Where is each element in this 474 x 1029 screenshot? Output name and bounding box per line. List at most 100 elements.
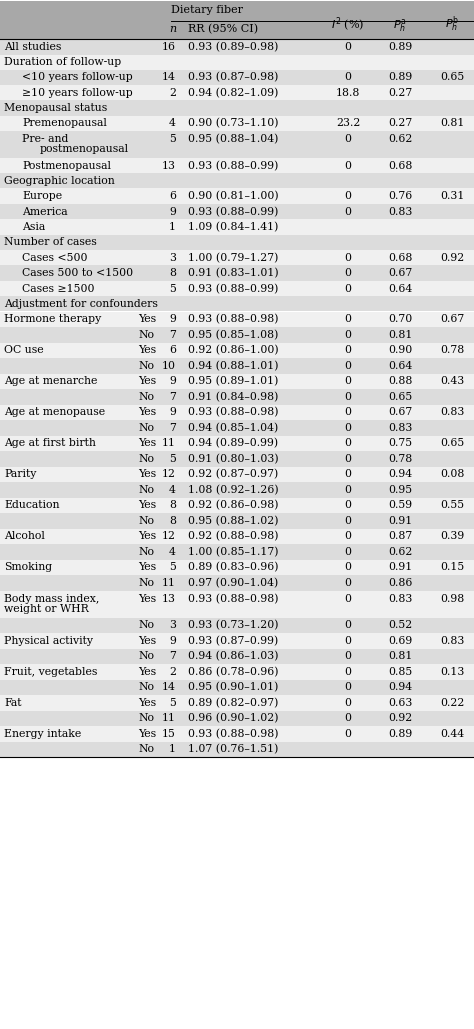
Text: 0.93 (0.88–0.99): 0.93 (0.88–0.99): [188, 161, 278, 171]
Bar: [0, 235, 474, 250]
Text: 11: 11: [162, 577, 176, 588]
Text: No: No: [138, 620, 154, 630]
Text: Fruit, vegetables: Fruit, vegetables: [4, 667, 97, 677]
Text: 0.31: 0.31: [440, 191, 464, 202]
Text: 0.87: 0.87: [388, 531, 412, 541]
Text: 0.89: 0.89: [388, 729, 412, 739]
Text: 0.93 (0.73–1.20): 0.93 (0.73–1.20): [188, 620, 279, 631]
Text: 0.62: 0.62: [388, 134, 412, 144]
Text: Yes: Yes: [138, 729, 156, 739]
Text: 0: 0: [345, 500, 352, 510]
Bar: [0, 435, 474, 451]
Text: 0.91: 0.91: [388, 516, 412, 526]
Text: 7: 7: [169, 329, 176, 340]
Bar: [0, 250, 474, 265]
Bar: [0, 529, 474, 544]
Text: 8: 8: [169, 269, 176, 278]
Text: 0: 0: [345, 438, 352, 449]
Text: No: No: [138, 361, 154, 370]
Text: Yes: Yes: [138, 636, 156, 646]
Bar: [0, 131, 474, 158]
Text: 0.94 (0.85–1.04): 0.94 (0.85–1.04): [188, 423, 278, 433]
Text: 0.65: 0.65: [388, 392, 412, 401]
Text: 0: 0: [345, 161, 352, 171]
Text: 7: 7: [169, 392, 176, 401]
Bar: [0, 358, 474, 374]
Text: 0: 0: [345, 329, 352, 340]
Text: 0.59: 0.59: [388, 500, 412, 510]
Text: 0: 0: [345, 454, 352, 464]
Bar: [0, 101, 474, 115]
Text: 0: 0: [345, 346, 352, 355]
Bar: [0, 55, 474, 70]
Text: 0.92: 0.92: [440, 253, 464, 262]
Text: 0: 0: [345, 392, 352, 401]
Text: 9: 9: [169, 377, 176, 386]
Text: 0: 0: [345, 620, 352, 630]
Text: America: America: [22, 207, 68, 217]
Text: Parity: Parity: [4, 469, 36, 480]
Text: 0: 0: [345, 253, 352, 262]
Text: 0: 0: [345, 713, 352, 723]
Text: Europe: Europe: [22, 191, 62, 202]
Text: 0.93 (0.88–0.99): 0.93 (0.88–0.99): [188, 207, 278, 217]
Text: 3: 3: [169, 253, 176, 262]
Text: 0.94 (0.82–1.09): 0.94 (0.82–1.09): [188, 87, 278, 98]
Text: Postmenopausal: Postmenopausal: [22, 161, 111, 171]
Text: 13: 13: [162, 594, 176, 604]
Text: 0.81: 0.81: [440, 118, 464, 129]
Text: 0.88: 0.88: [388, 377, 412, 386]
Bar: [0, 544, 474, 560]
Text: Alcohol: Alcohol: [4, 531, 45, 541]
Text: postmenopausal: postmenopausal: [40, 144, 129, 154]
Text: 9: 9: [169, 207, 176, 217]
Bar: [0, 115, 474, 131]
Text: 1.00 (0.79–1.27): 1.00 (0.79–1.27): [188, 252, 278, 262]
Text: <10 years follow-up: <10 years follow-up: [22, 72, 133, 82]
Bar: [0, 497, 474, 513]
Text: Yes: Yes: [138, 407, 156, 417]
Text: 0.94 (0.88–1.01): 0.94 (0.88–1.01): [188, 360, 279, 370]
Bar: [0, 482, 474, 497]
Bar: [0, 265, 474, 281]
Text: 0: 0: [345, 594, 352, 604]
Text: No: No: [138, 744, 154, 754]
Text: 0.86: 0.86: [388, 577, 412, 588]
Text: Cases 500 to <1500: Cases 500 to <1500: [22, 269, 133, 278]
Text: 0: 0: [345, 423, 352, 433]
Text: 0: 0: [345, 284, 352, 293]
Text: 0.94: 0.94: [388, 469, 412, 480]
Text: 0.91: 0.91: [388, 562, 412, 572]
Text: $I^2$ (%): $I^2$ (%): [331, 15, 365, 34]
Bar: [0, 85, 474, 101]
Text: Premenopausal: Premenopausal: [22, 118, 107, 129]
Text: 0.43: 0.43: [440, 377, 464, 386]
Text: 0: 0: [345, 191, 352, 202]
Text: 0.27: 0.27: [388, 87, 412, 98]
Text: All studies: All studies: [4, 42, 61, 51]
Text: 0.83: 0.83: [388, 423, 412, 433]
Text: 0: 0: [345, 667, 352, 677]
Text: 0.39: 0.39: [440, 531, 464, 541]
Text: 0.67: 0.67: [388, 407, 412, 417]
Bar: [0, 466, 474, 482]
Text: 0.92 (0.88–0.98): 0.92 (0.88–0.98): [188, 531, 279, 541]
Text: 18.8: 18.8: [336, 87, 360, 98]
Text: 0.44: 0.44: [440, 729, 464, 739]
Bar: [0, 1, 474, 39]
Text: 12: 12: [162, 469, 176, 480]
Text: 0: 0: [345, 729, 352, 739]
Text: 0.68: 0.68: [388, 253, 412, 262]
Text: 0.89 (0.82–0.97): 0.89 (0.82–0.97): [188, 698, 278, 708]
Text: 5: 5: [169, 698, 176, 708]
Text: 0.65: 0.65: [440, 72, 464, 82]
Text: 5: 5: [169, 454, 176, 464]
Text: 0.55: 0.55: [440, 500, 464, 510]
Text: 1: 1: [169, 222, 176, 233]
Text: 11: 11: [162, 713, 176, 723]
Text: 0.70: 0.70: [388, 314, 412, 324]
Text: 0.78: 0.78: [440, 346, 464, 355]
Text: 0.93 (0.88–0.99): 0.93 (0.88–0.99): [188, 284, 278, 294]
Text: 0.97 (0.90–1.04): 0.97 (0.90–1.04): [188, 577, 278, 588]
Text: 5: 5: [169, 562, 176, 572]
